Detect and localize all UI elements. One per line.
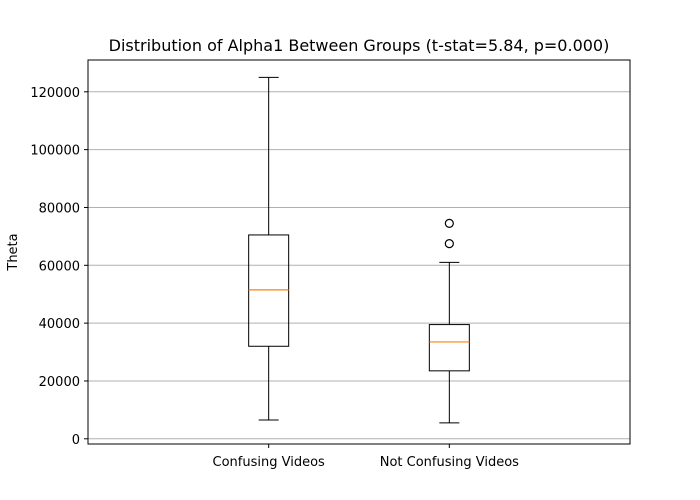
y-axis: 0 20000 40000 60000 80000 100000 120000 xyxy=(30,86,88,448)
y-tick-label: 60000 xyxy=(39,259,80,274)
box-1 xyxy=(248,76,290,421)
y-tick-label: 20000 xyxy=(39,375,80,390)
outlier-point xyxy=(444,239,454,249)
x-tick-label: Not Confusing Videos xyxy=(380,455,519,470)
box-plot-series xyxy=(248,76,470,424)
interquartile-box xyxy=(248,234,290,347)
y-axis-label: Theta xyxy=(6,233,21,271)
x-axis: Confusing Videos Not Confusing Videos xyxy=(213,444,519,470)
y-tick-label: 100000 xyxy=(30,144,80,159)
y-tick-label: 40000 xyxy=(39,317,80,332)
grid-lines xyxy=(88,91,630,440)
y-tick-label: 0 xyxy=(72,433,80,448)
outlier-point xyxy=(444,218,454,228)
x-tick-label: Confusing Videos xyxy=(213,455,326,470)
interquartile-box xyxy=(428,324,470,372)
y-tick-label: 80000 xyxy=(39,201,80,216)
chart-title: Distribution of Alpha1 Between Groups (t… xyxy=(109,36,610,55)
box-2 xyxy=(428,218,470,424)
y-tick-label: 120000 xyxy=(30,86,80,101)
plot-area-frame xyxy=(87,59,631,445)
